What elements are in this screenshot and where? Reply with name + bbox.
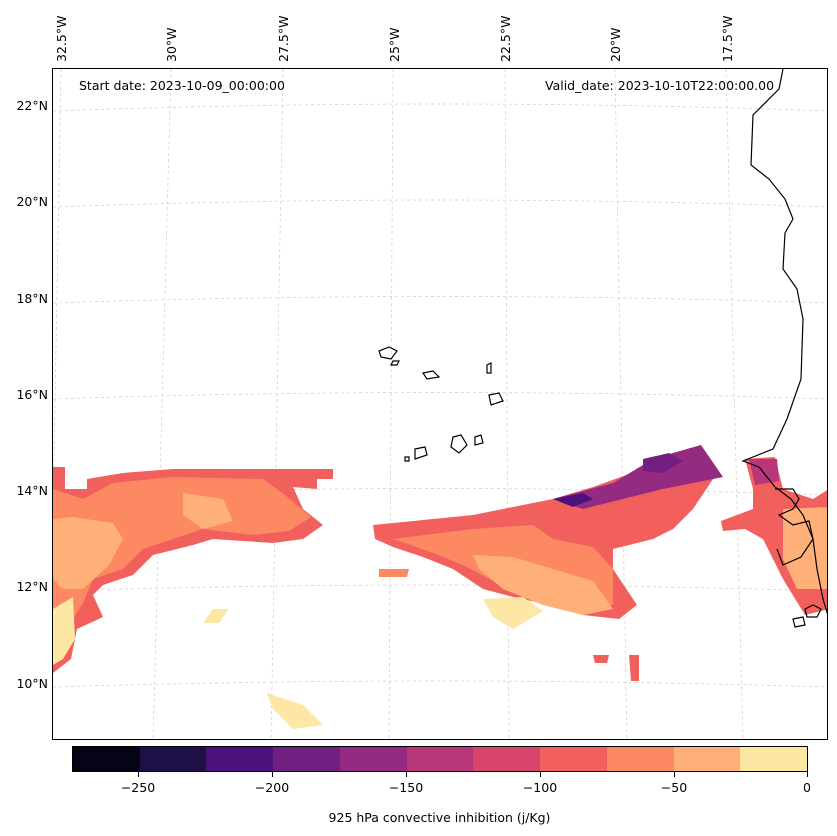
colorbar-tick-3 bbox=[406, 772, 407, 777]
colorbar bbox=[72, 746, 808, 772]
africa-coastline bbox=[741, 69, 827, 615]
colorbar-segment-2 bbox=[206, 747, 274, 771]
colorbar-title: 925 hPa convective inhibition (j/Kg) bbox=[328, 810, 551, 825]
map-canvas bbox=[53, 69, 827, 739]
cin-field bbox=[53, 445, 827, 729]
cin-patch-5 bbox=[629, 655, 639, 681]
colorbar-tick-1 bbox=[138, 772, 139, 777]
colorbar-label-minus-200: −200 bbox=[254, 780, 290, 795]
lon-label-25w: 25°W bbox=[387, 27, 402, 62]
cin-patch-1 bbox=[267, 693, 323, 729]
colorbar-tick-4 bbox=[540, 772, 541, 777]
cin-band-west-inner bbox=[53, 477, 311, 639]
cin-band-west-light bbox=[53, 517, 123, 589]
bissagos-islands bbox=[792, 604, 822, 628]
valid-date: Valid_date: 2023-10-10T22:00:00.00 bbox=[545, 78, 775, 93]
colorbar-tick-5 bbox=[674, 772, 675, 777]
colorbar-segment-9 bbox=[673, 747, 741, 771]
cape-verde-island-2 bbox=[390, 360, 400, 366]
colorbar-tick-6 bbox=[807, 772, 808, 777]
cin-patch-3 bbox=[379, 569, 409, 577]
colorbar-segment-10 bbox=[740, 747, 808, 771]
lon-label-30w: 30°W bbox=[164, 27, 179, 62]
cin-band-central-light bbox=[473, 555, 613, 615]
cape-verde-island-1 bbox=[378, 346, 398, 360]
cape-verde-island-3 bbox=[422, 370, 441, 380]
colorbar-label-minus-100: −100 bbox=[522, 780, 558, 795]
lat-label-12n: 12°N bbox=[16, 579, 48, 594]
lon-label-32-5w: 32.5°W bbox=[54, 15, 69, 62]
lon-label-17-5w: 17.5°W bbox=[720, 15, 735, 62]
cape-verde-island-6 bbox=[450, 434, 468, 454]
colorbar-label-0: 0 bbox=[803, 780, 811, 795]
cin-patch-2 bbox=[203, 609, 229, 623]
lat-label-14n: 14°N bbox=[16, 483, 48, 498]
cape-verde-island-9 bbox=[404, 456, 410, 462]
lat-label-18n: 18°N bbox=[16, 291, 48, 306]
cape-verde-island-5 bbox=[488, 392, 504, 406]
colorbar-segment-7 bbox=[540, 747, 607, 771]
cape-verde-island-7 bbox=[474, 434, 484, 446]
map-frame bbox=[52, 68, 828, 740]
lon-label-20w: 20°W bbox=[608, 27, 623, 62]
colorbar-tick-2 bbox=[272, 772, 273, 777]
colorbar-segment-5 bbox=[406, 747, 474, 771]
lat-label-16n: 16°N bbox=[16, 387, 48, 402]
graticule bbox=[53, 69, 827, 739]
lat-label-22n: 22°N bbox=[16, 98, 48, 113]
cin-band-west-light2 bbox=[183, 493, 233, 529]
colorbar-segment-3 bbox=[273, 747, 340, 771]
cin-band-central-yellow bbox=[483, 597, 543, 629]
colorbar-segment-8 bbox=[606, 747, 674, 771]
cin-patch-4 bbox=[593, 655, 609, 663]
cin-band-central-purple bbox=[553, 493, 593, 507]
senegal-gambia-coast bbox=[775, 488, 814, 566]
cin-band-central-darkest bbox=[643, 453, 683, 473]
start-date: Start date: 2023-10-09_00:00:00 bbox=[79, 78, 285, 93]
colorbar-segment-4 bbox=[339, 747, 407, 771]
colorbar-label-minus-250: −250 bbox=[120, 780, 156, 795]
coastlines bbox=[378, 69, 827, 628]
lon-label-27-5w: 27.5°W bbox=[276, 15, 291, 62]
colorbar-label-minus-50: −50 bbox=[660, 780, 688, 795]
lat-label-10n: 10°N bbox=[16, 676, 48, 691]
cin-band-west-core2 bbox=[53, 597, 75, 665]
cape-verde-island-8 bbox=[414, 446, 428, 460]
colorbar-segment-6 bbox=[473, 747, 541, 771]
lat-label-20n: 20°N bbox=[16, 194, 48, 209]
colorbar-segment-0 bbox=[73, 747, 140, 771]
colorbar-label-minus-150: −150 bbox=[388, 780, 424, 795]
lon-label-22-5w: 22.5°W bbox=[498, 15, 513, 62]
cape-verde-island-4 bbox=[486, 362, 492, 374]
colorbar-segment-1 bbox=[139, 747, 207, 771]
cin-band-east-light bbox=[783, 507, 827, 589]
